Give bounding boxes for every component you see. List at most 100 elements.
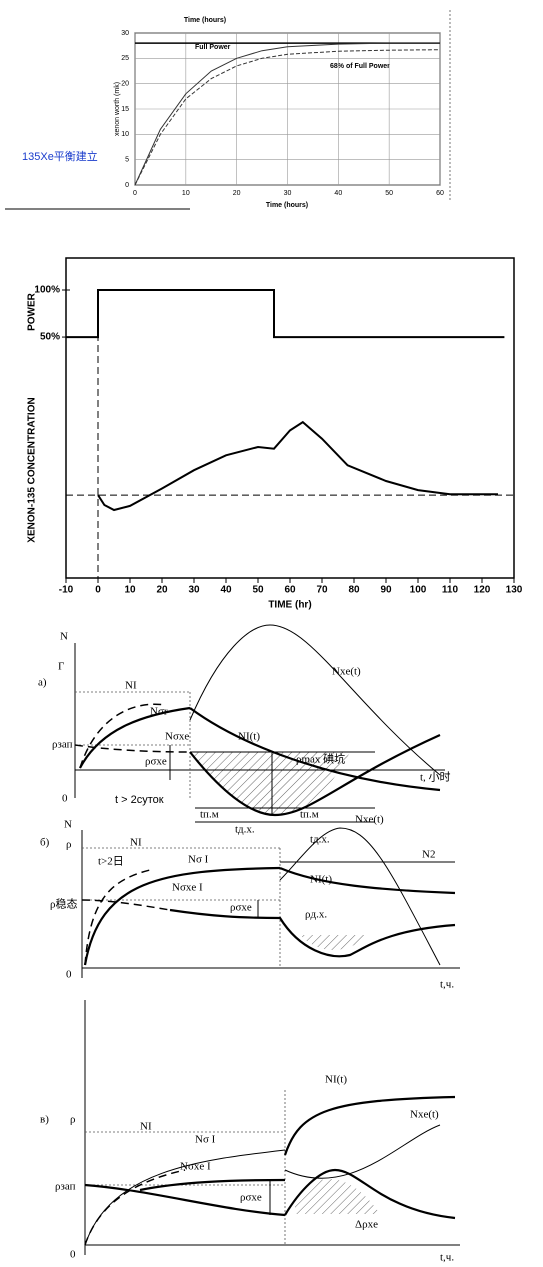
curve	[279, 827, 441, 966]
series-line	[97, 420, 498, 512]
label: tд.х.	[235, 824, 255, 836]
label: ρ	[70, 1114, 76, 1126]
y2-axis-label: XENON-135 CONCENTRATION	[27, 397, 38, 542]
x-tick-label: 40	[220, 585, 232, 596]
x-tick-label: 10	[124, 585, 136, 596]
label: NI(t)	[310, 874, 332, 886]
label: t > 2суток	[115, 794, 164, 806]
caption: 135Xe平衡建立	[22, 149, 98, 163]
curve	[81, 899, 171, 911]
series-line	[66, 289, 505, 339]
label: Nxe(t)	[355, 814, 384, 826]
label: ρσxe	[145, 756, 167, 768]
curve	[74, 744, 191, 753]
series-label: 68% of Full Power	[330, 63, 390, 70]
y-axis-label: POWER	[27, 292, 38, 331]
label: tп.м	[300, 809, 319, 821]
label: 0	[70, 1249, 76, 1261]
x-tick-label: 100	[410, 585, 427, 596]
x-tick-label: 60	[284, 585, 296, 596]
series-line	[134, 42, 440, 186]
label: ρзап	[55, 1181, 76, 1193]
label: NI(t)	[325, 1074, 347, 1086]
y-tick-label: 50%	[40, 332, 60, 343]
label: 0	[66, 969, 72, 981]
curve	[139, 1178, 286, 1192]
label: N2	[422, 849, 435, 861]
chart-title: Time (hours)	[184, 17, 226, 24]
x-tick-label: 130	[506, 585, 523, 596]
curve	[79, 703, 166, 769]
y-tick-label: 10	[121, 131, 129, 138]
label: Nσxe	[165, 731, 189, 743]
label: t>2日	[98, 856, 124, 868]
curve	[284, 1124, 441, 1179]
hatch	[295, 1179, 380, 1214]
label: NI(t)	[238, 731, 260, 743]
diagram-c: в) ρ NI NI(t) Nσ I Nxe(t) Nσxe I ρзап ρσ…	[40, 1000, 460, 1264]
x-tick-label: 20	[233, 190, 241, 197]
label: ρд.х.	[305, 909, 327, 921]
curve	[169, 908, 456, 958]
label: t,ч.	[440, 1252, 454, 1264]
curve	[189, 624, 441, 776]
curve	[189, 707, 441, 792]
curve	[84, 1183, 286, 1217]
label: NI	[130, 837, 142, 849]
curve	[284, 1168, 456, 1220]
label: ρσxe	[240, 1192, 262, 1204]
x-tick-label: 40	[334, 190, 342, 197]
label: Nσr	[150, 706, 168, 718]
label: ρ稳态	[50, 897, 78, 911]
y-tick-label: 25	[121, 55, 129, 62]
y-tick-label: 100%	[34, 285, 60, 296]
curve	[279, 866, 456, 895]
label: Nσxe I	[180, 1161, 211, 1173]
x-tick-label: 50	[252, 585, 264, 596]
x-tick-label: 110	[442, 585, 459, 596]
label: б)	[40, 837, 50, 849]
x-axis-label: Time (hours)	[266, 202, 308, 209]
x-tick-label: 0	[95, 585, 101, 596]
series-line	[134, 49, 441, 186]
y-axis-label: xenon worth (mk)	[114, 82, 121, 136]
hatch	[190, 752, 350, 815]
x-tick-label: 10	[182, 190, 190, 197]
label: N	[60, 631, 68, 643]
label: в)	[40, 1114, 49, 1126]
label: Nσxe I	[172, 882, 203, 894]
label: Nxe(t)	[332, 666, 361, 678]
label: ρσxe	[230, 902, 252, 914]
label: N	[64, 819, 72, 831]
y-tick-label: 15	[121, 106, 129, 113]
x-tick-label: 120	[474, 585, 491, 596]
label: ρ	[66, 839, 72, 851]
x-tick-label: 80	[348, 585, 360, 596]
plot-frame	[65, 257, 515, 579]
label: NI	[125, 680, 137, 692]
curve	[79, 706, 191, 769]
label: NI	[140, 1121, 152, 1133]
curve	[189, 733, 441, 817]
x-tick-label: 20	[156, 585, 168, 596]
diagram-a: a) N Γ NI Nσr Nσxe Nxe(t) NI(t) ρзап ρσx…	[38, 624, 451, 846]
x-tick-label: 0	[133, 190, 137, 197]
x-tick-label: -10	[59, 585, 74, 596]
x-tick-label: 70	[316, 585, 328, 596]
diagram-b: б) N ρ NI t>2日 Nσ I Nσxe I Nxe(t) NI(t) …	[40, 814, 460, 991]
label: 0	[62, 793, 68, 805]
x-tick-label: 60	[436, 190, 444, 197]
y-tick-label: 5	[125, 157, 129, 164]
label: t,ч.	[440, 979, 454, 991]
chart-xenon-worth: Time (hours) Time (hours) xenon worth (m…	[5, 10, 451, 210]
curve	[283, 1095, 456, 1156]
label: a)	[38, 677, 47, 689]
label: Nσ I	[188, 854, 209, 866]
x-tick-label: 30	[284, 190, 292, 197]
label: t, 小时	[420, 771, 451, 784]
y-tick-label: 0	[125, 182, 129, 189]
label: tп.м	[200, 809, 219, 821]
label: Nσ I	[195, 1134, 216, 1146]
label: ρзап	[52, 739, 73, 751]
y-tick-label: 30	[121, 30, 129, 37]
